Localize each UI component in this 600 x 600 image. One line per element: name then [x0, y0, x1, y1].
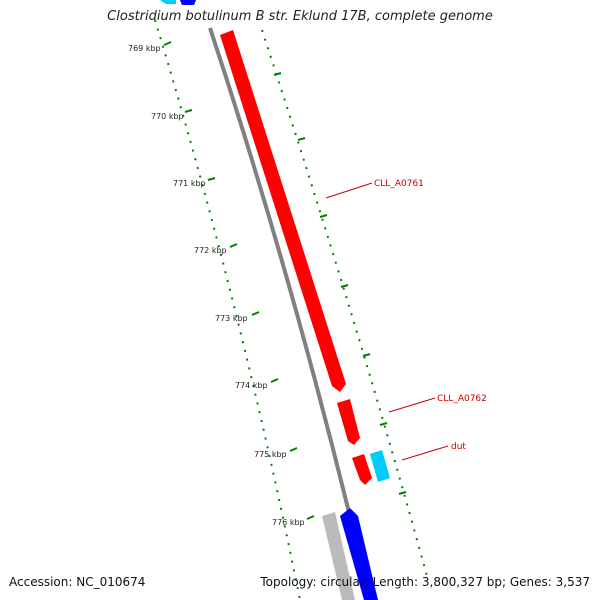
gene-cll-a0762 — [337, 399, 360, 445]
outer-major-ticks — [273, 72, 407, 495]
ruler-label-776: 776 kbp — [272, 518, 305, 527]
ruler-label-771: 771 kbp — [173, 179, 206, 188]
gene-label-cll-a0761: CLL_A0761 — [374, 179, 424, 189]
leader-dut — [401, 445, 449, 461]
genome-summary: Topology: circular; Length: 3,800,327 bp… — [260, 575, 590, 589]
gene-bottom-blue — [340, 508, 378, 600]
gene-small-red — [352, 454, 372, 485]
gene-bottom-gray — [322, 512, 355, 600]
ruler-label-774: 774 kbp — [235, 381, 268, 390]
leader-cll-a0762 — [388, 397, 436, 413]
ruler-label-775: 775 kbp — [254, 450, 287, 459]
gene-top-cyan — [160, 0, 176, 4]
ruler-label-772: 772 kbp — [194, 246, 227, 255]
inner-ruler — [154, 19, 301, 600]
gene-cll-a0761 — [220, 30, 346, 392]
major-ticks — [163, 41, 315, 520]
ruler-label-770: 770 kbp — [151, 112, 184, 121]
accession-label: Accession: NC_010674 — [9, 575, 146, 589]
ruler-label-769: 769 kbp — [128, 44, 161, 53]
gene-dut — [370, 450, 390, 482]
gene-label-cll-a0762: CLL_A0762 — [437, 394, 487, 404]
leader-cll-a0761 — [325, 182, 373, 199]
gene-top-blue — [180, 0, 196, 5]
map-title: Clostridium botulinum B str. Eklund 17B,… — [107, 9, 493, 24]
ruler-label-773: 773 kbp — [215, 314, 248, 323]
gene-label-dut: dut — [451, 442, 466, 452]
